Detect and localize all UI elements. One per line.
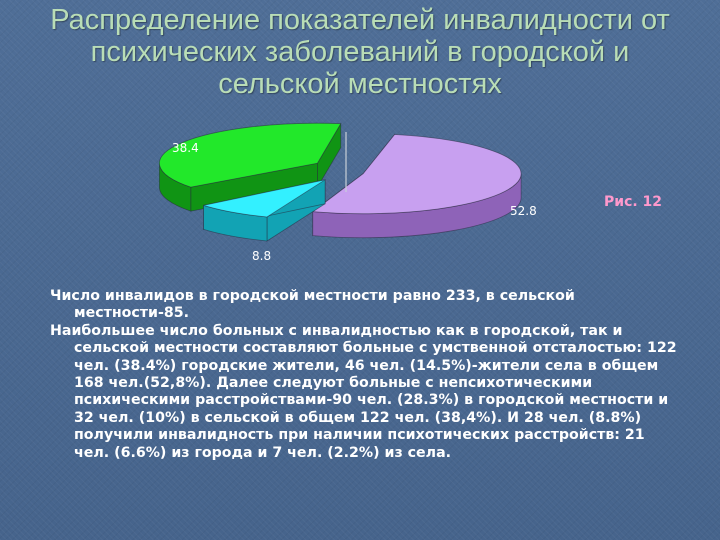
title-line: психических заболеваний в городской и bbox=[90, 36, 630, 68]
pie-slices bbox=[159, 122, 522, 242]
slice-top bbox=[203, 179, 326, 218]
value-label: 52.8 bbox=[510, 204, 537, 218]
value-labels: 52.8 8.8 38.4 bbox=[172, 141, 537, 263]
title-line: сельской местностях bbox=[218, 68, 502, 100]
slide-title: Распределение показателей инвалидности о… bbox=[40, 4, 680, 100]
title-line: Распределение показателей инвалидности о… bbox=[50, 4, 670, 36]
paragraph: Число инвалидов в городской местности ра… bbox=[50, 288, 575, 322]
pie-slice-3 bbox=[159, 122, 342, 212]
slice-top bbox=[159, 122, 342, 188]
figure-label: Рис. 12 bbox=[604, 194, 663, 210]
pie-slice-2 bbox=[203, 179, 326, 242]
pie-slice-1 bbox=[311, 133, 522, 239]
pie-chart: 52.8 8.8 38.4 bbox=[159, 122, 537, 263]
slice-top bbox=[311, 134, 522, 215]
paragraph: Наибольшее число больных с инвалидностью… bbox=[50, 322, 677, 461]
value-label: 38.4 bbox=[172, 141, 199, 155]
body-text: Число инвалидов в городской местности ра… bbox=[50, 288, 680, 462]
value-label: 8.8 bbox=[252, 249, 271, 263]
